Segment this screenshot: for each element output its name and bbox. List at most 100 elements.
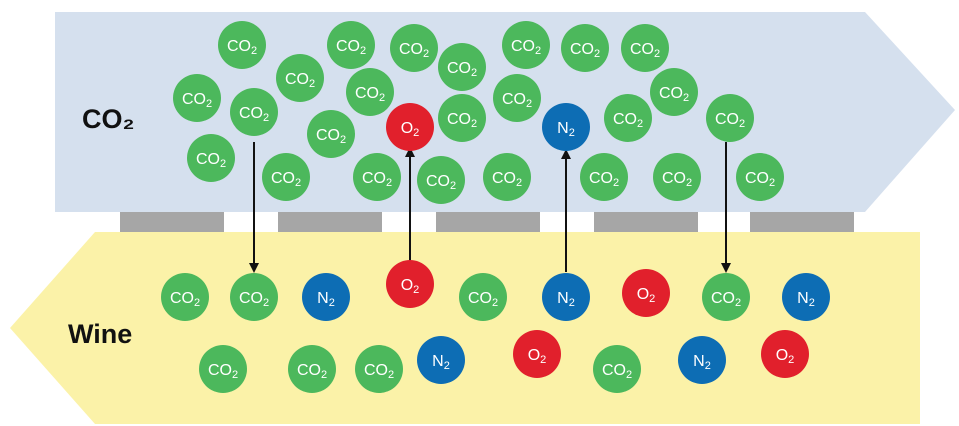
co2-molecule-label: CO2 xyxy=(715,111,745,130)
o2-molecule: O2 xyxy=(513,330,561,378)
co2-molecule: CO2 xyxy=(230,88,278,136)
co2-molecule: CO2 xyxy=(561,24,609,72)
o2-molecule-label: O2 xyxy=(401,277,420,296)
n2-molecule-circle xyxy=(302,273,350,321)
o2-molecule-label: O2 xyxy=(637,286,656,305)
co2-molecule-circle xyxy=(327,21,375,69)
n2-molecule: N2 xyxy=(782,273,830,321)
o2-molecule-circle xyxy=(386,260,434,308)
co2-molecule: CO2 xyxy=(580,153,628,201)
co2-molecule-circle xyxy=(307,110,355,158)
co2-molecule-label: CO2 xyxy=(426,173,456,192)
co2-molecule: CO2 xyxy=(502,21,550,69)
co2-molecule-label: CO2 xyxy=(447,60,477,79)
co2-molecule: CO2 xyxy=(650,68,698,116)
n2-molecule-label: N2 xyxy=(693,353,711,372)
co2-molecule-label: CO2 xyxy=(208,362,238,381)
co2-molecule-label: CO2 xyxy=(196,151,226,170)
co2-molecule-circle xyxy=(218,21,266,69)
n2-molecule-label: N2 xyxy=(557,120,575,139)
co2-molecule-label: CO2 xyxy=(355,85,385,104)
co2-molecule: CO2 xyxy=(276,54,324,102)
membrane-segment xyxy=(750,212,854,232)
co2-molecule-circle xyxy=(276,54,324,102)
co2-molecule-label: CO2 xyxy=(662,170,692,189)
co2-molecule-label: CO2 xyxy=(227,38,257,57)
o2-molecule: O2 xyxy=(761,330,809,378)
co2-molecule: CO2 xyxy=(262,153,310,201)
membrane xyxy=(120,212,854,232)
co2-molecule-label: CO2 xyxy=(336,38,366,57)
co2-molecule-circle xyxy=(161,273,209,321)
n2-molecule: N2 xyxy=(542,103,590,151)
o2-molecule: O2 xyxy=(386,260,434,308)
n2-molecule-circle xyxy=(542,273,590,321)
co2-molecule: CO2 xyxy=(355,345,403,393)
co2-molecule: CO2 xyxy=(604,94,652,142)
co2-molecule-label: CO2 xyxy=(468,290,498,309)
o2-molecule-circle xyxy=(622,269,670,317)
co2-molecule: CO2 xyxy=(438,43,486,91)
o2-molecule: O2 xyxy=(386,103,434,151)
co2-molecule-circle xyxy=(604,94,652,142)
n2-molecule: N2 xyxy=(542,273,590,321)
co2-molecule: CO2 xyxy=(621,24,669,72)
co2-molecule: CO2 xyxy=(702,273,750,321)
co2-molecule-label: CO2 xyxy=(659,85,689,104)
co2-molecule-circle xyxy=(230,88,278,136)
co2-molecule-label: CO2 xyxy=(297,362,327,381)
n2-molecule: N2 xyxy=(678,336,726,384)
co2-molecule-circle xyxy=(653,153,701,201)
co2-molecule-circle xyxy=(262,153,310,201)
o2-molecule-circle xyxy=(761,330,809,378)
n2-molecule-circle xyxy=(678,336,726,384)
membrane-segment xyxy=(120,212,224,232)
transfer-arrows xyxy=(249,142,731,273)
co2-molecule-circle xyxy=(459,273,507,321)
co2-molecule-circle xyxy=(702,273,750,321)
co2-molecule: CO2 xyxy=(736,153,784,201)
co2-molecule-circle xyxy=(187,134,235,182)
gas-zone-label: CO₂ xyxy=(82,104,135,134)
co2-molecule-circle xyxy=(561,24,609,72)
co2-molecule-label: CO2 xyxy=(589,170,619,189)
co2-molecule-circle xyxy=(438,94,486,142)
co2-molecule-label: CO2 xyxy=(570,41,600,60)
n2-molecule-label: N2 xyxy=(797,290,815,309)
n2-molecule-label: N2 xyxy=(557,290,575,309)
co2-molecule-label: CO2 xyxy=(711,290,741,309)
co2-molecule: CO2 xyxy=(390,24,438,72)
co2-molecule: CO2 xyxy=(307,110,355,158)
co2-molecule: CO2 xyxy=(288,345,336,393)
co2-molecule-label: CO2 xyxy=(511,38,541,57)
wine-zone-label: Wine xyxy=(68,319,132,349)
co2-molecule-label: CO2 xyxy=(630,41,660,60)
co2-molecule-circle xyxy=(621,24,669,72)
co2-molecule-circle xyxy=(502,21,550,69)
co2-molecule-circle xyxy=(493,74,541,122)
co2-molecule-label: CO2 xyxy=(502,91,532,110)
n2-molecule-label: N2 xyxy=(317,290,335,309)
co2-molecule-label: CO2 xyxy=(399,41,429,60)
co2-molecule-label: CO2 xyxy=(447,111,477,130)
co2-molecule: CO2 xyxy=(417,156,465,204)
co2-molecule-label: CO2 xyxy=(285,71,315,90)
membrane-segment xyxy=(436,212,540,232)
co2-molecule: CO2 xyxy=(161,273,209,321)
membrane-segment xyxy=(278,212,382,232)
co2-molecule-label: CO2 xyxy=(364,362,394,381)
n2-molecule: N2 xyxy=(417,336,465,384)
co2-molecule-circle xyxy=(736,153,784,201)
n2-molecule-circle xyxy=(782,273,830,321)
n2-molecule-circle xyxy=(417,336,465,384)
co2-molecule-label: CO2 xyxy=(613,111,643,130)
co2-molecule: CO2 xyxy=(346,68,394,116)
co2-molecule-label: CO2 xyxy=(271,170,301,189)
co2-molecule-circle xyxy=(230,273,278,321)
co2-molecule: CO2 xyxy=(353,153,401,201)
o2-molecule-circle xyxy=(513,330,561,378)
co2-molecule-circle xyxy=(650,68,698,116)
co2-molecule-circle xyxy=(580,153,628,201)
co2-molecule-label: CO2 xyxy=(602,362,632,381)
